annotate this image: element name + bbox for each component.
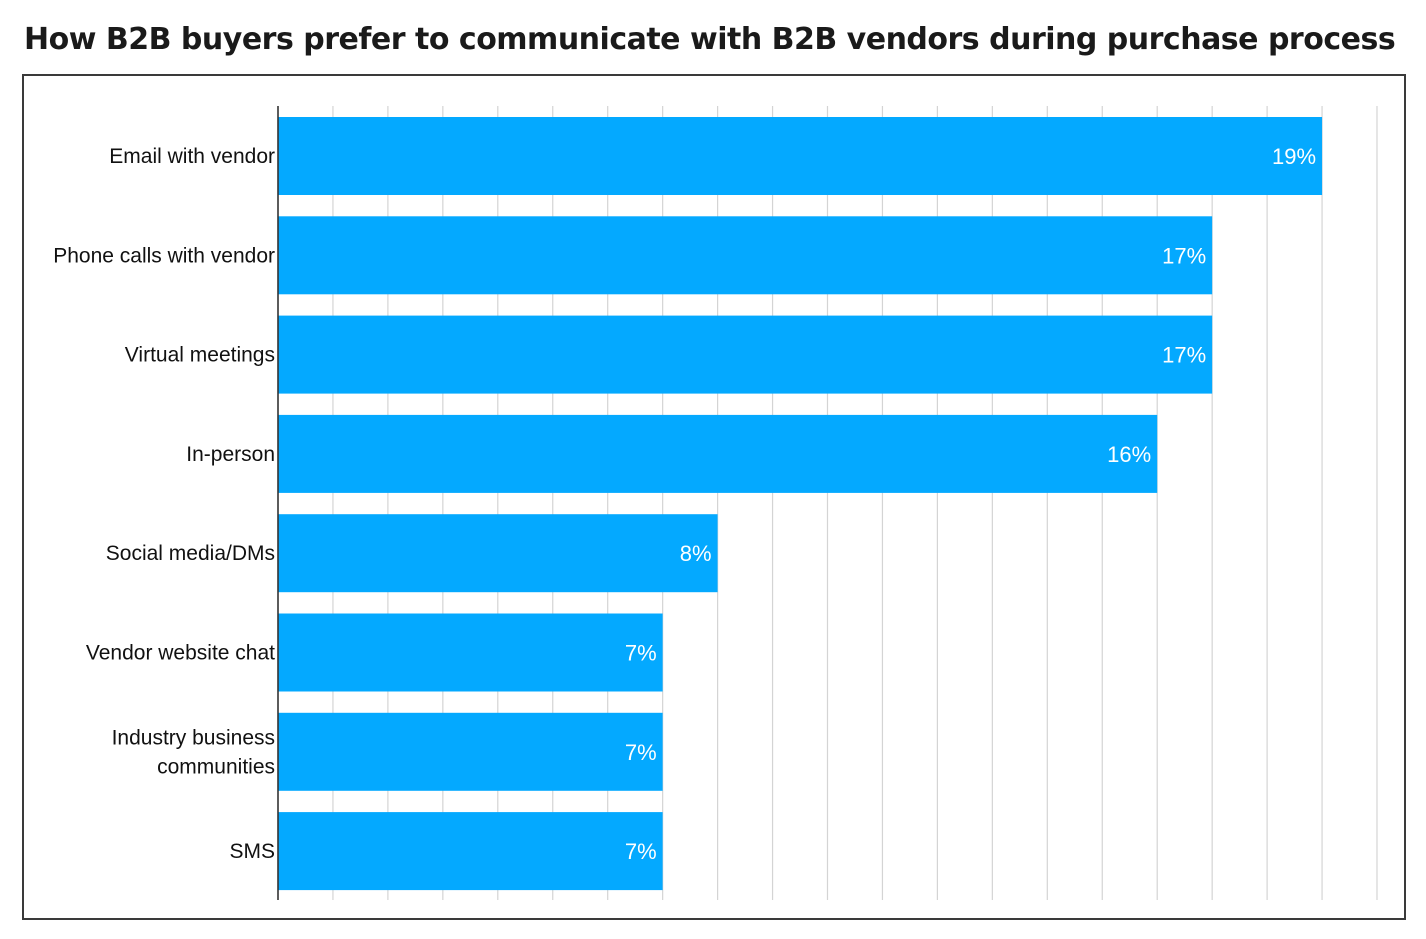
bar (278, 117, 1323, 195)
value-label: 7% (625, 641, 657, 666)
category-label: communities (157, 755, 275, 778)
bar (278, 315, 1213, 394)
value-label: 17% (1162, 343, 1206, 368)
value-label: 19% (1272, 144, 1316, 169)
bar (278, 216, 1213, 295)
category-label: Vendor website chat (86, 642, 275, 665)
category-label: Industry business (112, 726, 275, 749)
value-label: 8% (680, 541, 712, 566)
value-label: 17% (1162, 243, 1206, 268)
bar (278, 712, 663, 791)
category-label: Virtual meetings (125, 344, 275, 367)
bar (278, 812, 663, 891)
bar (278, 613, 663, 692)
category-label: Social media/DMs (106, 542, 275, 565)
bar (278, 514, 718, 593)
bar (278, 414, 1158, 493)
value-label: 7% (625, 839, 657, 864)
chart-frame (22, 74, 1406, 920)
chart-title: How B2B buyers prefer to communicate wit… (24, 22, 1396, 57)
category-label: In-person (186, 443, 275, 466)
category-label: Phone calls with vendor (53, 244, 275, 267)
category-label: Email with vendor (109, 145, 275, 168)
value-label: 7% (625, 740, 657, 765)
category-label: SMS (229, 840, 275, 863)
value-label: 16% (1107, 442, 1151, 467)
